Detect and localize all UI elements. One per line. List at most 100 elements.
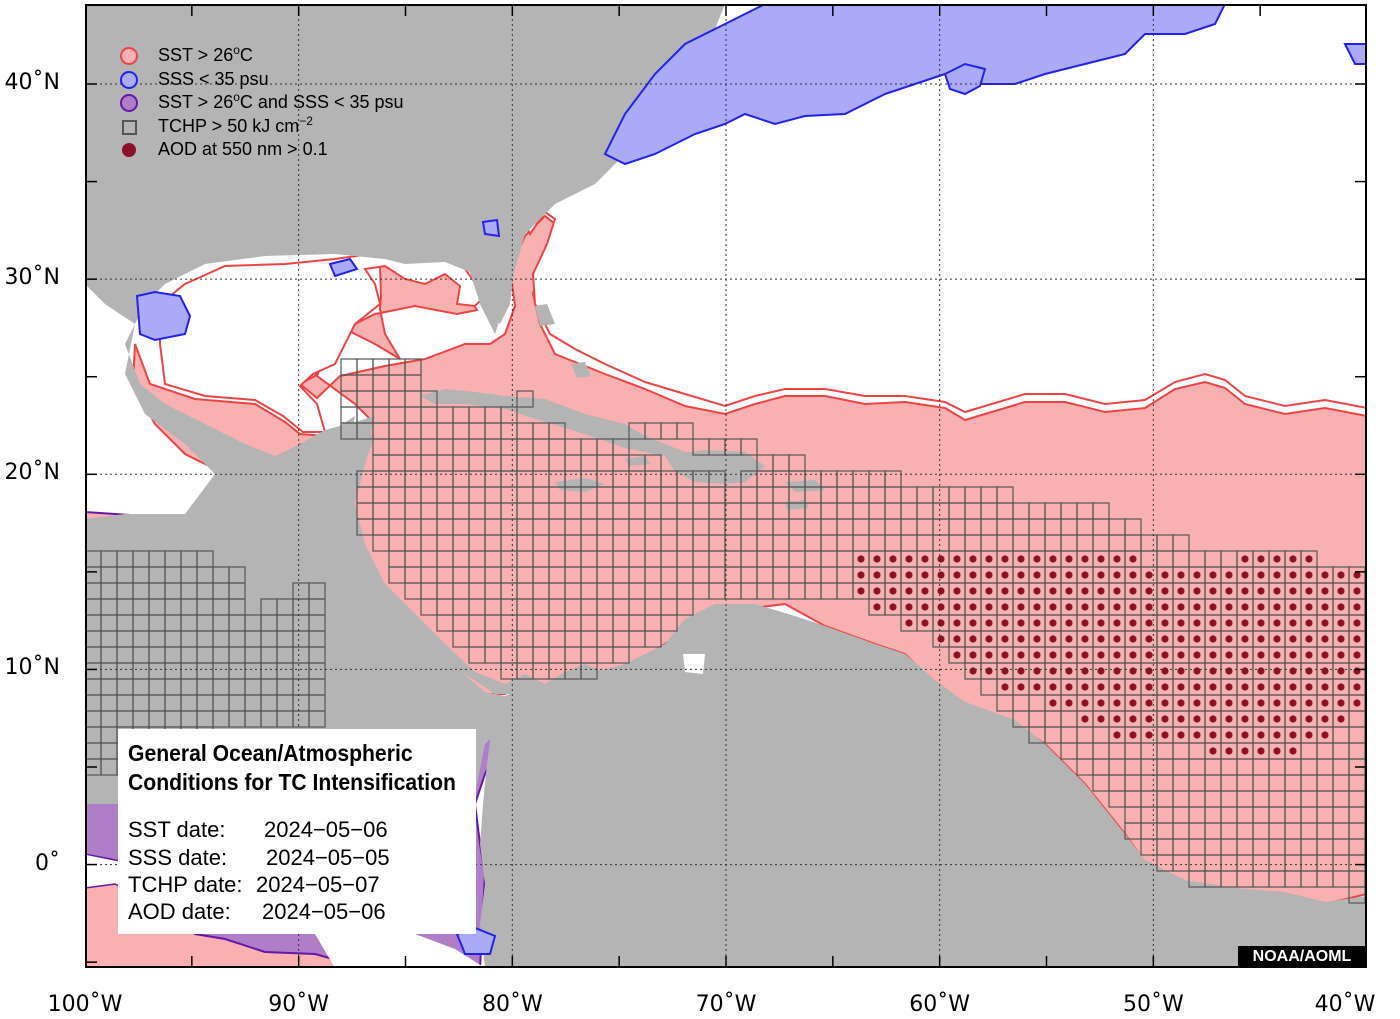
aod-dot bbox=[1001, 683, 1009, 691]
aod-dot bbox=[1049, 571, 1057, 579]
aod-dot bbox=[857, 587, 865, 595]
legend-label: TCHP > 50 kJ cm bbox=[158, 115, 300, 136]
aod-dot bbox=[1337, 587, 1345, 595]
aod-dot bbox=[1017, 571, 1025, 579]
pacific-white-south bbox=[315, 934, 485, 968]
aod-dot bbox=[1113, 651, 1121, 659]
aod-dot bbox=[1081, 619, 1089, 627]
aod-dot bbox=[1113, 555, 1121, 563]
aod-dot bbox=[1241, 571, 1249, 579]
aod-dot bbox=[1337, 571, 1345, 579]
aod-dot bbox=[1097, 619, 1105, 627]
aod-dot bbox=[1209, 731, 1217, 739]
aod-dot bbox=[1305, 587, 1313, 595]
aod-dot bbox=[1225, 603, 1233, 611]
aod-dot bbox=[1289, 571, 1297, 579]
legend-item: SSS < 35 psu bbox=[120, 68, 404, 92]
aod-dot bbox=[1049, 619, 1057, 627]
aod-dot bbox=[1273, 731, 1281, 739]
longitude-label: 100˚W bbox=[47, 992, 123, 1017]
info-label: TCHP date: bbox=[128, 872, 243, 897]
latitude-label: 30˚N bbox=[4, 265, 60, 291]
aod-dot bbox=[1065, 683, 1073, 691]
legend-label: AOD at 550 nm > 0.1 bbox=[158, 139, 328, 159]
aod-dot bbox=[1081, 651, 1089, 659]
tchp-square bbox=[644, 630, 662, 648]
aod-dot bbox=[1129, 683, 1137, 691]
aod-dot bbox=[1241, 619, 1249, 627]
aod-dot bbox=[873, 603, 881, 611]
aod-dot bbox=[1161, 571, 1169, 579]
aod-dot bbox=[1129, 651, 1137, 659]
aod-dot bbox=[1305, 667, 1313, 675]
aod-dot bbox=[1001, 587, 1009, 595]
legend-item: SST > 26oC and SSS < 35 psu bbox=[120, 91, 404, 115]
info-row-sst: SST date: 2024−05−06 bbox=[128, 817, 388, 843]
legend-label: SST > 26 bbox=[158, 45, 234, 65]
aod-dot bbox=[1033, 635, 1041, 643]
latitude-label: 10˚N bbox=[4, 655, 60, 681]
aod-dot bbox=[1337, 635, 1345, 643]
aod-dot bbox=[1257, 683, 1265, 691]
aod-dot bbox=[1049, 555, 1057, 563]
aod-dot bbox=[1241, 587, 1249, 595]
aod-dot bbox=[1097, 683, 1105, 691]
info-label: AOD date: bbox=[128, 899, 231, 924]
aod-dot bbox=[1273, 587, 1281, 595]
aod-dot bbox=[1065, 667, 1073, 675]
tchp-square bbox=[740, 438, 758, 456]
aod-dot bbox=[1209, 587, 1217, 595]
aod-dot bbox=[905, 555, 913, 563]
aod-dot bbox=[1049, 603, 1057, 611]
longitude-label: 40˚W bbox=[1314, 992, 1376, 1017]
aod-dot bbox=[1289, 555, 1297, 563]
aod-dot bbox=[953, 619, 961, 627]
aod-dot bbox=[1177, 651, 1185, 659]
aod-dot bbox=[1081, 587, 1089, 595]
aod-dot bbox=[1129, 715, 1137, 723]
legend-label: SST > 26 bbox=[158, 92, 234, 112]
aod-dot bbox=[1113, 715, 1121, 723]
aod-dot bbox=[1289, 619, 1297, 627]
aod-dot bbox=[1305, 715, 1313, 723]
aod-dot bbox=[953, 571, 961, 579]
sss-patch-gulf-north bbox=[328, 257, 359, 278]
aod-dot bbox=[1065, 635, 1073, 643]
aod-dot bbox=[1033, 571, 1041, 579]
aod-dot bbox=[1225, 619, 1233, 627]
aod-dot bbox=[1017, 555, 1025, 563]
aod-dot bbox=[1065, 555, 1073, 563]
aod-dot bbox=[1129, 667, 1137, 675]
aod-dot bbox=[921, 555, 929, 563]
aod-dot bbox=[1241, 651, 1249, 659]
aod-dot bbox=[953, 651, 961, 659]
aod-dot bbox=[1161, 587, 1169, 595]
aod-dot bbox=[873, 555, 881, 563]
aod-dot bbox=[1001, 651, 1009, 659]
aod-dot bbox=[1305, 651, 1313, 659]
aod-dot bbox=[1001, 635, 1009, 643]
aod-dot bbox=[937, 571, 945, 579]
info-value: 2024−05−07 bbox=[256, 872, 380, 897]
aod-dot bbox=[1049, 683, 1057, 691]
aod-dot bbox=[1161, 651, 1169, 659]
aod-dot bbox=[1081, 699, 1089, 707]
aod-dot bbox=[1289, 699, 1297, 707]
aod-dot bbox=[1209, 699, 1217, 707]
aod-dot bbox=[1161, 635, 1169, 643]
aod-dot bbox=[1081, 683, 1089, 691]
aod-dot bbox=[1065, 619, 1073, 627]
legend-superscript: −2 bbox=[299, 113, 313, 128]
aod-dot bbox=[1321, 699, 1329, 707]
aod-dot bbox=[1081, 603, 1089, 611]
aod-dot bbox=[1273, 635, 1281, 643]
aod-dot bbox=[1161, 731, 1169, 739]
aod-dot bbox=[1353, 667, 1361, 675]
aod-dot bbox=[1337, 699, 1345, 707]
aod-dot bbox=[1305, 635, 1313, 643]
aod-dot bbox=[1273, 683, 1281, 691]
aod-dot bbox=[1177, 715, 1185, 723]
aod-dot bbox=[1257, 555, 1265, 563]
map-border bbox=[85, 4, 1367, 968]
aod-dot bbox=[1241, 731, 1249, 739]
